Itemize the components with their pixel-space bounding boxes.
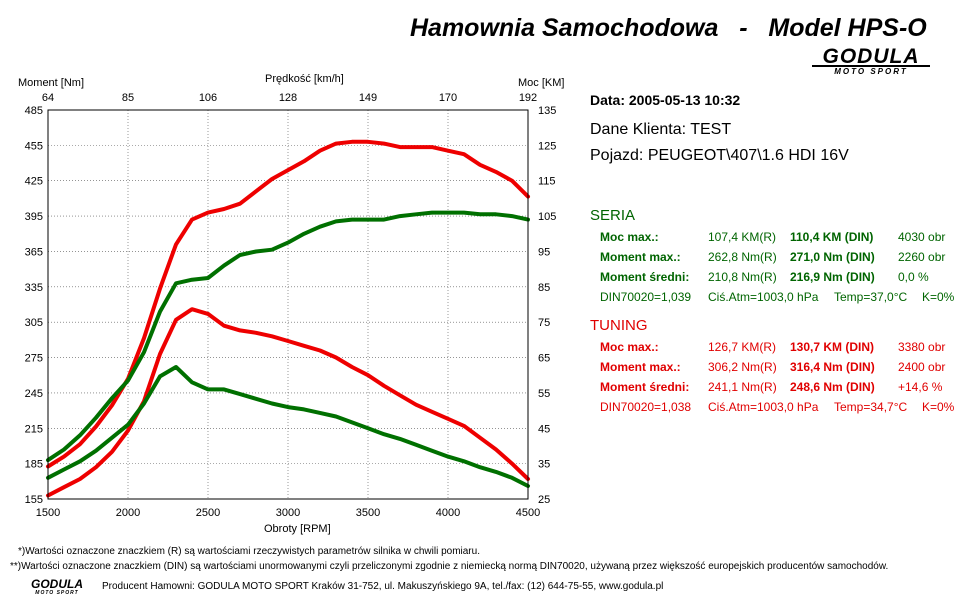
seria-row-2-label: Moment średni: <box>600 270 690 284</box>
tuning-row-1-r: 306,2 Nm(R) <box>708 360 777 374</box>
left-tick-label: 485 <box>25 105 43 117</box>
seria-row-0-din: 110,4 KM (DIN) <box>790 230 874 244</box>
top-tick-label: 128 <box>279 92 297 104</box>
tuning-din-b: Ciś.Atm=1003,0 hPa <box>708 400 819 414</box>
seria-row-1-label: Moment max.: <box>600 250 681 264</box>
seria-row-1-r: 262,8 Nm(R) <box>708 250 777 264</box>
tuning-row-0-label: Moc max.: <box>600 340 659 354</box>
tuning-row-2-r: 241,1 Nm(R) <box>708 380 777 394</box>
left-tick-label: 335 <box>25 282 43 294</box>
tuning-row-0-extra: 3380 obr <box>898 340 946 354</box>
right-tick-label: 105 <box>538 211 556 223</box>
right-tick-label: 45 <box>538 423 550 435</box>
client-name: Dane Klienta: TEST <box>590 121 732 138</box>
chart-grid <box>48 110 528 499</box>
tuning-power-line <box>46 139 530 469</box>
dyno-chart: 155 185 215 245 275 305 335 365 395 425 455 485 25 35… <box>18 73 564 535</box>
right-tick-label: 125 <box>538 140 556 152</box>
footer-logo-sub: MOTO SPORT <box>35 590 79 596</box>
test-date: Data: 2005-05-13 10:32 <box>590 92 741 108</box>
seria-row-2-din: 216,9 Nm (DIN) <box>790 270 875 284</box>
tuning-din-a: DIN70020=1,038 <box>600 400 692 414</box>
x-tick-label: 4000 <box>436 507 460 519</box>
chart-series <box>46 139 530 498</box>
tuning-torque-line <box>46 307 530 498</box>
seria-din-c: Temp=37,0°C <box>834 290 908 304</box>
seria-row-1-extra: 2260 obr <box>898 250 946 264</box>
tuning-row-1-din: 316,4 Nm (DIN) <box>790 360 875 374</box>
plot-frame <box>47 109 529 500</box>
left-tick-label: 245 <box>25 388 43 400</box>
seria-din-a: DIN70020=1,039 <box>600 290 692 304</box>
godula-logo: GODULA MOTO SPORT <box>812 46 930 76</box>
left-tick-label: 185 <box>25 459 43 471</box>
left-tick-label: 275 <box>25 353 43 365</box>
top-axis-label: Prędkość [km/h] <box>265 73 344 85</box>
seria-din-d: K=0% <box>922 290 955 304</box>
tuning-row-2-din: 248,6 Nm (DIN) <box>790 380 875 394</box>
x-tick-label: 4500 <box>516 507 540 519</box>
page-title: Hamownia Samochodowa - Model HPS-O <box>410 14 927 42</box>
logo-bar <box>812 65 930 67</box>
left-tick-label: 425 <box>25 176 43 188</box>
seria-torque-line <box>46 365 530 488</box>
right-tick-label: 85 <box>538 282 550 294</box>
right-tick-label: 55 <box>538 388 550 400</box>
left-tick-label: 365 <box>25 246 43 258</box>
seria-row-1-din: 271,0 Nm (DIN) <box>790 250 875 264</box>
top-tick-label: 170 <box>439 92 457 104</box>
tuning-row-1-extra: 2400 obr <box>898 360 946 374</box>
x-tick-label: 2500 <box>196 507 220 519</box>
tuning-row-2-extra: +14,6 % <box>898 380 943 394</box>
left-tick-label: 215 <box>25 423 43 435</box>
right-tick-label: 75 <box>538 317 550 329</box>
tuning-row-1-label: Moment max.: <box>600 360 681 374</box>
right-tick-label: 65 <box>538 353 550 365</box>
seria-row-2-r: 210,8 Nm(R) <box>708 270 777 284</box>
x-tick-label: 1500 <box>36 507 60 519</box>
logo-main-text: GODULA <box>822 45 920 68</box>
seria-din-b: Ciś.Atm=1003,0 hPa <box>708 290 819 304</box>
right-axis-label: Moc [KM] <box>518 77 564 89</box>
seria-title: SERIA <box>590 207 636 224</box>
seria-row-0-extra: 4030 obr <box>898 230 946 244</box>
right-tick-label: 25 <box>538 494 550 506</box>
bottom-axis-label: Obroty [RPM] <box>264 523 331 535</box>
x-tick-label: 2000 <box>116 507 140 519</box>
seria-power-line <box>46 210 530 463</box>
vehicle-name: Pojazd: PEUGEOT\407\1.6 HDI 16V <box>590 147 849 164</box>
top-tick-label: 106 <box>199 92 217 104</box>
left-tick-label: 305 <box>25 317 43 329</box>
left-tick-label: 455 <box>25 140 43 152</box>
right-tick-label: 35 <box>538 459 550 471</box>
producer-info: Producent Hamowni: GODULA MOTO SPORT Kra… <box>102 581 664 592</box>
right-tick-label: 95 <box>538 246 550 258</box>
seria-row-0-label: Moc max.: <box>600 230 659 244</box>
left-tick-label: 155 <box>25 494 43 506</box>
tuning-din-c: Temp=34,7°C <box>834 400 908 414</box>
x-tick-label: 3500 <box>356 507 380 519</box>
x-tick-label: 3000 <box>276 507 300 519</box>
footer-logo: GODULA MOTO SPORT <box>22 578 92 596</box>
top-tick-label: 64 <box>42 92 54 104</box>
chart-ticks: 155 185 215 245 275 305 335 365 395 425 455 485 25 35… <box>25 92 557 519</box>
top-tick-label: 192 <box>519 92 537 104</box>
tuning-din-d: K=0% <box>922 400 955 414</box>
left-tick-label: 395 <box>25 211 43 223</box>
left-axis-label: Moment [Nm] <box>18 77 84 89</box>
tuning-row-2-label: Moment średni: <box>600 380 690 394</box>
top-tick-label: 85 <box>122 92 134 104</box>
right-tick-label: 135 <box>538 105 556 117</box>
tuning-row-0-r: 126,7 KM(R) <box>708 340 777 354</box>
tuning-row-0-din: 130,7 KM (DIN) <box>790 340 875 354</box>
note-r: *)Wartości oznaczone znaczkiem (R) są wa… <box>18 546 480 557</box>
seria-row-0-r: 107,4 KM(R) <box>708 230 777 244</box>
seria-row-2-extra: 0,0 % <box>898 270 929 284</box>
top-tick-label: 149 <box>359 92 377 104</box>
footer-logo-main: GODULA <box>31 577 83 591</box>
tuning-title: TUNING <box>590 317 648 334</box>
right-tick-label: 115 <box>538 176 556 188</box>
note-din: **)Wartości oznaczone znaczkiem (DIN) są… <box>10 561 889 572</box>
logo-sub-text: MOTO SPORT <box>834 67 908 76</box>
